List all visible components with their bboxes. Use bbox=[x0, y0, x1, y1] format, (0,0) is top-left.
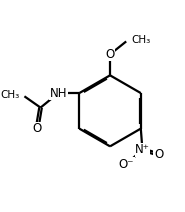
Text: O: O bbox=[154, 148, 163, 161]
Text: NH: NH bbox=[50, 86, 67, 100]
Text: CH₃: CH₃ bbox=[131, 35, 150, 45]
Text: O: O bbox=[33, 122, 42, 135]
Text: O⁻: O⁻ bbox=[119, 158, 134, 171]
Text: O: O bbox=[105, 48, 115, 61]
Text: N⁺: N⁺ bbox=[135, 143, 150, 156]
Text: CH₃: CH₃ bbox=[0, 90, 20, 100]
